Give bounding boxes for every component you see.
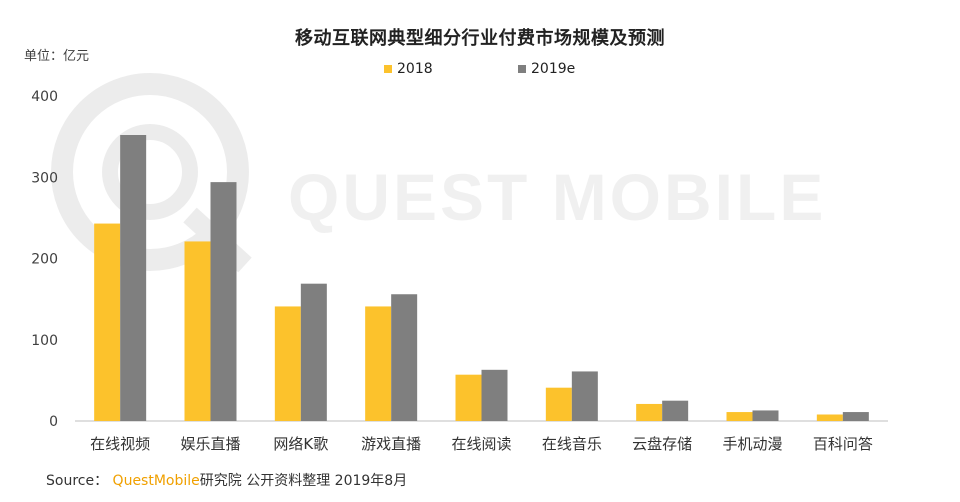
bar-2018 (365, 306, 392, 421)
y-tick-label: 100 (31, 333, 58, 349)
bar-2018 (636, 403, 663, 421)
x-tick-label: 百科问答 (813, 435, 873, 453)
y-tick-label: 300 (31, 170, 58, 186)
x-tick-label: 游戏直播 (361, 435, 421, 453)
bar-2018 (545, 387, 572, 421)
legend-item-2019e: 2019e (518, 61, 575, 77)
x-tick-label: 在线音乐 (542, 435, 602, 453)
bar-2018 (94, 223, 121, 421)
bar-2019e (120, 135, 147, 421)
y-tick-label: 400 (31, 89, 58, 105)
source-brand: QuestMobile (112, 473, 200, 489)
source-note: Source： QuestMobile研究院 公开资料整理 2019年8月 (46, 470, 407, 490)
bar-2019e (752, 410, 779, 421)
x-tick-label: 手机动漫 (722, 435, 782, 453)
x-tick-label: 在线阅读 (451, 435, 511, 453)
bar-2018 (726, 412, 753, 421)
bar-2018 (816, 414, 843, 421)
bar-2019e (391, 294, 418, 421)
chart-title: 移动互联网典型细分行业付费市场规模及预测 (295, 28, 665, 49)
legend-item-2018: 2018 (384, 61, 433, 77)
bar-2018 (274, 306, 301, 421)
bar-2019e (571, 371, 598, 421)
bar-2018 (184, 241, 211, 421)
bar-2019e (481, 369, 508, 421)
y-tick-label: 0 (49, 414, 58, 430)
unit-label: 单位：亿元 (24, 49, 90, 64)
bar-2018 (455, 374, 482, 421)
y-tick-label: 200 (31, 252, 58, 268)
x-tick-label: 网络K歌 (273, 435, 328, 453)
x-tick-label: 云盘存储 (632, 435, 692, 453)
bar-2019e (842, 412, 869, 421)
x-tick-label: 在线视频 (90, 435, 150, 453)
source-prefix: Source： (46, 473, 109, 489)
bar-2019e (210, 182, 237, 421)
bar-2019e (662, 400, 689, 421)
legend-swatch-2018 (384, 65, 392, 73)
legend-label-2019e: 2019e (531, 61, 576, 77)
bar-2019e (300, 283, 327, 421)
legend-label-2018: 2018 (397, 61, 433, 77)
legend-swatch-2019e (518, 65, 526, 73)
x-tick-label: 娱乐直播 (180, 435, 240, 453)
source-suffix: 研究院 公开资料整理 2019年8月 (199, 473, 408, 489)
